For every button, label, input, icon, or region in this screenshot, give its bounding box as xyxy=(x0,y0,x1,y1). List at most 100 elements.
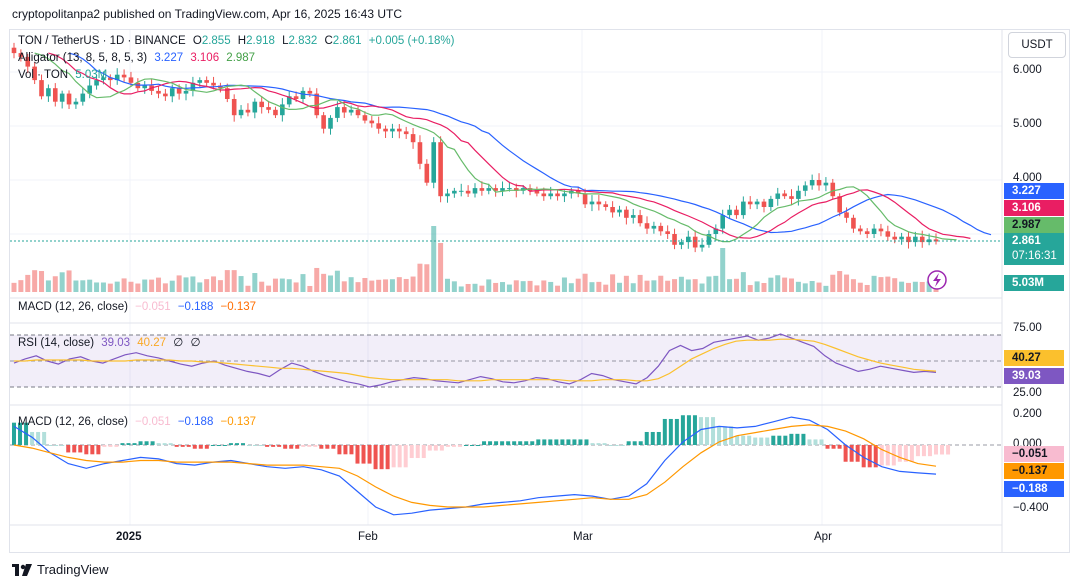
macd-hist-bar xyxy=(259,445,264,446)
candle-body xyxy=(73,101,79,105)
macd-hist-bar xyxy=(686,415,691,445)
alligator-label[interactable]: Alligator (13, 8, 5, 8, 5, 3) xyxy=(18,52,148,64)
main-legend[interactable]: TON / TetherUS · 1D · BINANCE O2.855 H2.… xyxy=(18,35,458,47)
candle-body xyxy=(706,234,712,245)
macd-hist-bar xyxy=(84,445,89,455)
currency-button[interactable]: USDT xyxy=(1008,32,1066,58)
macd-hist-bar xyxy=(488,441,493,445)
macd-legend[interactable]: MACD (12, 26, close) −0.051 −0.188 −0.13… xyxy=(18,416,260,428)
volume-bar xyxy=(844,274,850,292)
volume-bar xyxy=(114,281,120,292)
macd-hist-bar xyxy=(903,445,908,462)
volume-bar xyxy=(59,272,65,292)
macd-hist-bar xyxy=(192,445,197,449)
volume-bar xyxy=(603,284,609,292)
macd-hist-bar xyxy=(644,431,649,445)
macd-hist-bar xyxy=(228,443,233,445)
high-value: 2.918 xyxy=(246,35,275,47)
macd-overlay-label[interactable]: MACD (12, 26, close) xyxy=(18,301,128,313)
macd-hist-bar xyxy=(578,439,583,445)
volume-bar xyxy=(197,282,203,292)
candle-body xyxy=(685,236,691,243)
footer-brand[interactable]: TradingView xyxy=(12,562,109,577)
macd-hist-bar xyxy=(831,445,836,449)
volume-bar xyxy=(706,276,712,292)
alert-icon[interactable] xyxy=(927,270,947,290)
candle-body xyxy=(802,185,808,191)
candle-body xyxy=(823,182,829,186)
volume-bar xyxy=(362,277,368,292)
volume-bar xyxy=(355,282,361,292)
candle-body xyxy=(59,93,65,102)
lips-tag: 2.987 xyxy=(1004,217,1064,233)
macd-hist-bar xyxy=(439,445,444,451)
volume-bar xyxy=(341,281,347,292)
volume-bar xyxy=(926,281,932,292)
volume-bar xyxy=(493,282,499,292)
macd-hist-bar xyxy=(373,445,378,470)
hist-tag: −0.051 xyxy=(1004,446,1064,462)
macd-hist-bar xyxy=(927,445,932,457)
candle-body xyxy=(314,93,320,116)
volume-bar xyxy=(912,281,918,292)
macd-hist-bar xyxy=(319,445,324,449)
macd-tag: −0.188 xyxy=(1004,481,1064,497)
volume-bar xyxy=(259,281,265,292)
alligator-lips-line xyxy=(34,52,957,243)
high-label: H xyxy=(237,35,247,47)
macd-hist-bar xyxy=(120,443,125,445)
price-tick: 6.000 xyxy=(1013,64,1042,76)
candle-body xyxy=(761,201,767,207)
macd-hist-bar xyxy=(560,439,565,445)
time-label: Feb xyxy=(358,531,378,543)
macd-hist-bar xyxy=(325,445,330,449)
rsi-label[interactable]: RSI (14, close) xyxy=(18,337,95,349)
candle-body xyxy=(94,80,99,86)
volume-bar xyxy=(795,281,801,292)
candle-body xyxy=(692,236,698,248)
macd-hist-bar xyxy=(36,431,41,445)
candle-body xyxy=(266,107,271,110)
macd-hist-bar xyxy=(698,417,703,445)
alligator-legend[interactable]: Alligator (13, 8, 5, 8, 5, 3) 3.227 3.10… xyxy=(18,52,259,64)
volume-legend[interactable]: Vol · TON 5.03M xyxy=(18,69,111,81)
macd-hist-bar xyxy=(940,445,945,455)
candle-body xyxy=(424,163,430,183)
macd-hist-bar xyxy=(48,445,53,446)
macd-hist-bar xyxy=(747,435,752,445)
macd-hist-bar xyxy=(536,439,541,445)
macd-hist-bar xyxy=(717,426,722,445)
macd-hist-bar xyxy=(650,431,655,445)
macd-overlay-legend[interactable]: MACD (12, 26, close) −0.051 −0.188 −0.13… xyxy=(18,301,260,313)
macd-hist-bar xyxy=(873,445,878,468)
tradingview-logo-icon xyxy=(12,563,32,576)
volume-bar xyxy=(727,279,733,292)
macd-label[interactable]: MACD (12, 26, close) xyxy=(18,416,128,428)
macd-hist-bar xyxy=(837,445,842,449)
macd-hist-bar xyxy=(78,445,83,453)
macd-hist-bar xyxy=(656,431,661,445)
volume-bar xyxy=(32,270,38,292)
candle-body xyxy=(245,109,251,113)
macd-hist-bar xyxy=(265,445,270,447)
symbol-label[interactable]: TON / TetherUS · 1D · BINANCE xyxy=(18,35,186,47)
volume-bar xyxy=(300,274,306,292)
candle-body xyxy=(699,244,705,248)
candle-body xyxy=(121,74,127,78)
candle-body xyxy=(321,115,326,129)
volume-label[interactable]: Vol · TON xyxy=(18,69,69,81)
macd-hist-bar xyxy=(753,437,758,445)
time-label: 2025 xyxy=(116,531,142,543)
candle-body xyxy=(926,239,932,243)
teeth-tag: 3.106 xyxy=(1004,200,1064,216)
macd-hist-bar xyxy=(313,445,318,447)
macd-hist-bar xyxy=(337,445,342,455)
macd-hist-bar xyxy=(548,439,553,445)
candle-body xyxy=(431,142,437,183)
volume-bar xyxy=(672,279,678,292)
change-value: +0.005 (+0.18%) xyxy=(368,35,455,47)
rsi-legend[interactable]: RSI (14, close) 39.03 40.27 ∅ ∅ xyxy=(18,335,205,349)
close-value: 2.861 xyxy=(332,35,362,47)
candle-body xyxy=(486,188,492,191)
